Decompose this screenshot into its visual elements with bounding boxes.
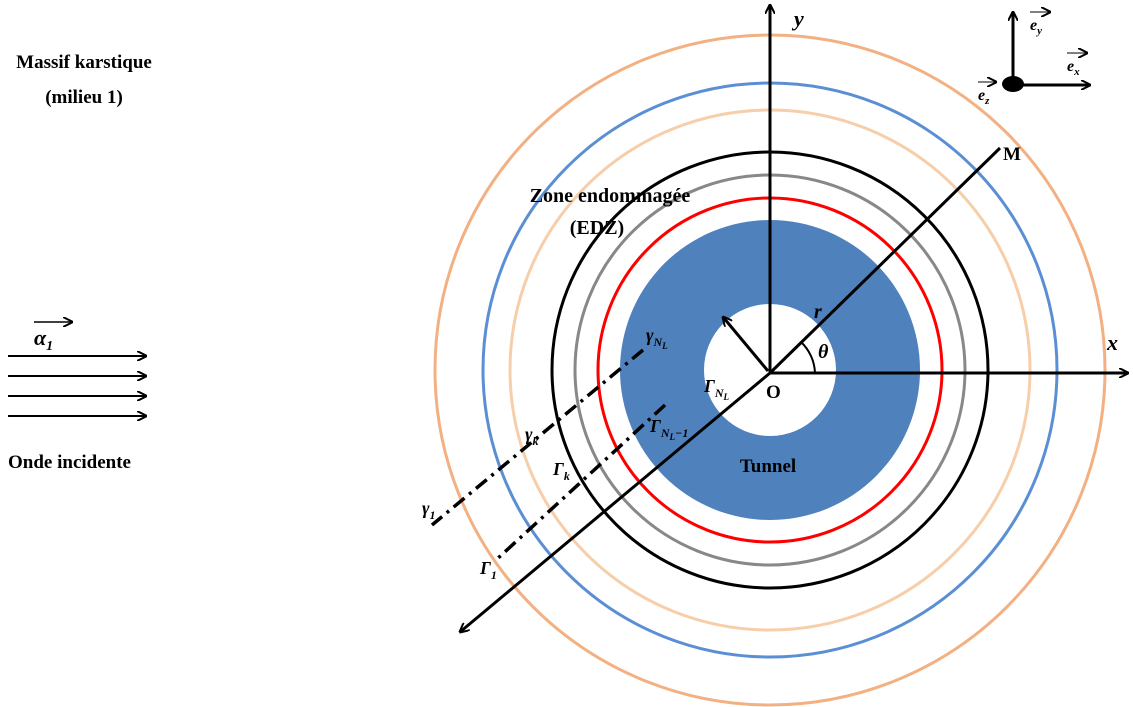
gamma-nl-lower-label: γNL	[646, 325, 668, 351]
gamma-1-upper-label: Γ1	[479, 558, 497, 582]
interface-line-upper	[430, 348, 645, 527]
gamma-k-lower-label: γk	[525, 424, 539, 448]
basis-icon	[978, 12, 1090, 92]
gamma-1-lower-label: γ1	[422, 498, 436, 522]
interface-line-lower	[494, 403, 667, 562]
origin-label: O	[766, 382, 781, 403]
theta-arc	[800, 341, 816, 374]
normal-arrow	[723, 317, 770, 372]
zone-label-line2: (EDZ)	[570, 217, 624, 239]
tunnel-annulus	[620, 220, 920, 520]
radial-line-lower	[460, 371, 771, 632]
point-m-label: M	[1003, 144, 1021, 165]
massif-label-line1: Massif karstique	[16, 52, 152, 73]
x-axis-label: x	[1106, 330, 1118, 355]
basis-ez-label: ez	[978, 87, 990, 107]
gamma-k-upper-label: Γk	[552, 459, 570, 483]
gamma-nl-upper-label: ΓNL	[703, 376, 730, 402]
onde-incidente-label: Onde incidente	[8, 452, 131, 473]
y-axis-label: y	[791, 6, 804, 31]
basis-ex-label: ex	[1067, 58, 1080, 78]
gamma-nl-minus1-label: ΓNL−1	[649, 416, 688, 442]
r-label: r	[814, 301, 822, 323]
theta-label: θ	[818, 341, 829, 363]
basis-ey-label: ey	[1030, 17, 1042, 37]
zone-label-line1: Zone endommagée	[530, 185, 691, 207]
radial-line-om	[768, 146, 1002, 375]
incident-wave-arrows	[8, 356, 146, 416]
alpha-symbol: α1	[34, 325, 53, 354]
massif-label-line2: (milieu 1)	[45, 87, 123, 108]
tunnel-label: Tunnel	[740, 456, 796, 477]
